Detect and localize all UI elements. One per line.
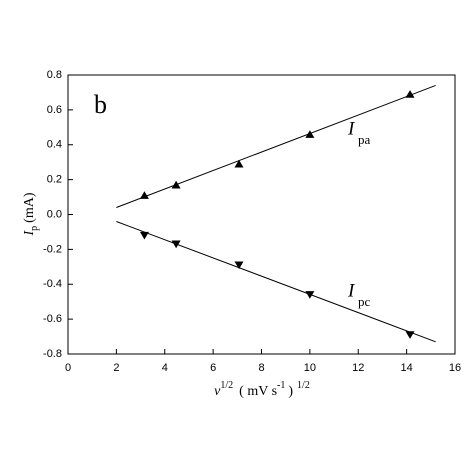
annotation: I [347,118,356,139]
data-point [305,291,315,299]
x-tick-label: 6 [210,362,216,374]
y-tick-label: 0.6 [47,104,62,116]
x-tick-label: 0 [65,362,71,374]
y-tick-label: -0.8 [43,348,62,360]
y-axis-label: Ip (mA) [22,192,40,236]
label-part: v [214,384,221,399]
label-part: 1/2 [220,380,233,391]
x-tick-label: 12 [352,362,364,374]
label-part: ( mV s [239,384,277,399]
data-point [171,180,181,189]
x-tick-label: 14 [401,362,413,374]
data-point [139,191,149,199]
plot-frame [67,74,456,355]
x-axis-label: v1/2( mV s-1) 1/2 [214,380,310,399]
label-part: 1/2 [297,380,310,391]
annotation: pc [358,294,371,309]
y-tick-label: -0.2 [43,243,62,255]
data-point [405,90,415,98]
y-tick-label: -0.4 [43,278,62,290]
label-part: (mA) [22,192,37,223]
fit-line [116,84,436,208]
annotation: pa [358,132,371,147]
panel-label: b [94,90,107,119]
y-tick-label: -0.6 [43,313,62,325]
label-part: ) [288,384,293,399]
x-tick-label: 4 [162,362,168,374]
data-point [405,331,415,339]
label-part: p [29,226,40,231]
y-tick-label: 0.4 [47,139,62,151]
x-tick-label: 10 [304,362,316,374]
data-point [139,231,149,240]
x-tick-label: 8 [258,362,264,374]
y-tick-label: 0.8 [47,69,62,81]
label-part: I [22,230,37,237]
data-point [234,261,244,270]
y-tick-label: 0.0 [47,208,62,220]
data-point [305,130,315,138]
data-point [171,240,181,249]
label-part: -1 [277,380,285,391]
data-point [234,159,244,168]
fit-line [116,221,436,343]
annotation: I [347,280,356,301]
x-tick-label: 2 [113,362,119,374]
x-tick-label: 16 [449,362,461,374]
y-tick-label: 0.2 [47,174,62,186]
